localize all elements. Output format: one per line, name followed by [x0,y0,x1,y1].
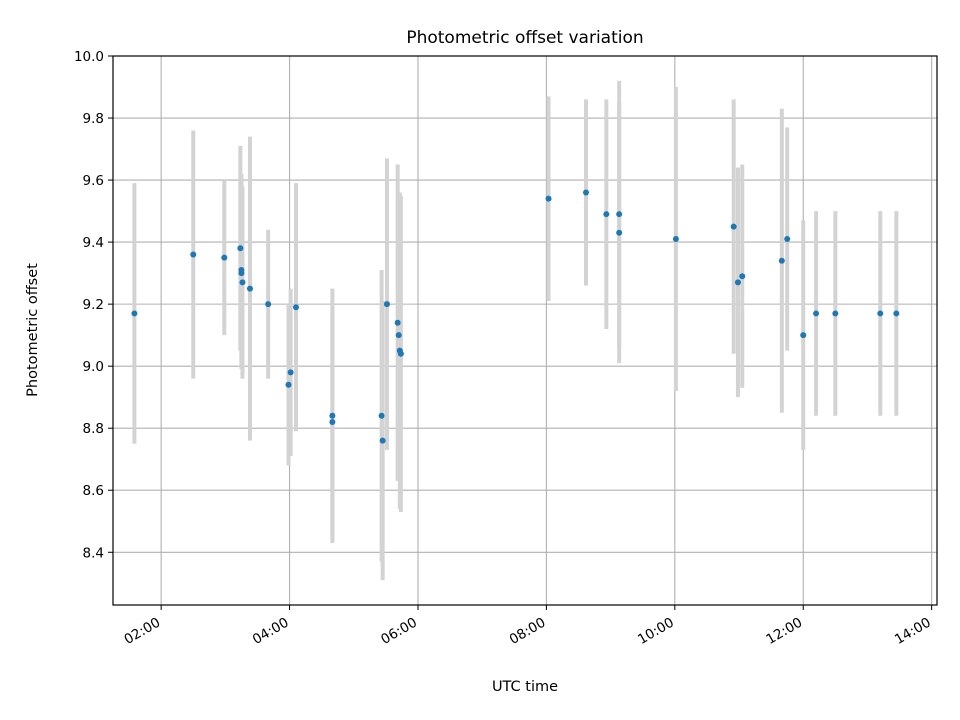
data-point [379,437,386,444]
data-point [238,270,245,277]
data-point [734,279,741,286]
y-axis-label: Photometric offset [25,263,41,397]
data-point [397,350,404,357]
y-tick-label: 9.0 [83,359,104,375]
y-tick-label: 8.6 [83,483,104,499]
data-point [603,211,610,218]
data-point [285,381,292,388]
data-points [131,189,900,444]
chart-title: Photometric offset variation [406,28,643,48]
data-point [287,369,294,376]
data-point [329,419,336,425]
data-point [582,189,589,196]
data-point [190,251,197,258]
y-tick-label: 9.4 [83,235,104,251]
data-point [239,279,246,286]
data-point [730,223,737,230]
y-tick-label: 9.8 [83,111,104,127]
y-tick-label: 8.4 [83,545,104,561]
data-point [545,195,552,202]
x-axis-label: UTC time [492,679,558,695]
plot-frame [112,55,938,606]
data-point [672,236,679,242]
data-point [292,304,299,311]
data-point [378,412,385,419]
data-point [265,301,272,308]
y-axis: 8.4 8.6 8.8 9.0 9.2 9.4 9.6 9.8 10.0 [74,49,113,561]
data-point [832,310,839,317]
y-tick-label: 8.8 [83,421,104,437]
data-point [813,310,820,317]
data-point [329,412,336,419]
data-point [237,245,244,252]
y-tick-label: 10.0 [74,49,104,65]
data-point [739,273,746,280]
data-point [877,310,884,317]
data-point [394,319,401,326]
y-tick-label: 9.2 [83,297,104,313]
data-point [893,310,900,317]
y-tick-label: 9.6 [83,173,104,189]
data-point [246,285,253,292]
data-point [778,257,785,264]
grid [113,55,937,605]
data-point [784,236,791,242]
data-point [131,310,138,317]
data-point [800,332,807,339]
data-point [395,332,402,339]
data-point [616,229,623,236]
data-point [616,211,623,218]
data-point [221,254,228,261]
data-point [383,301,390,308]
